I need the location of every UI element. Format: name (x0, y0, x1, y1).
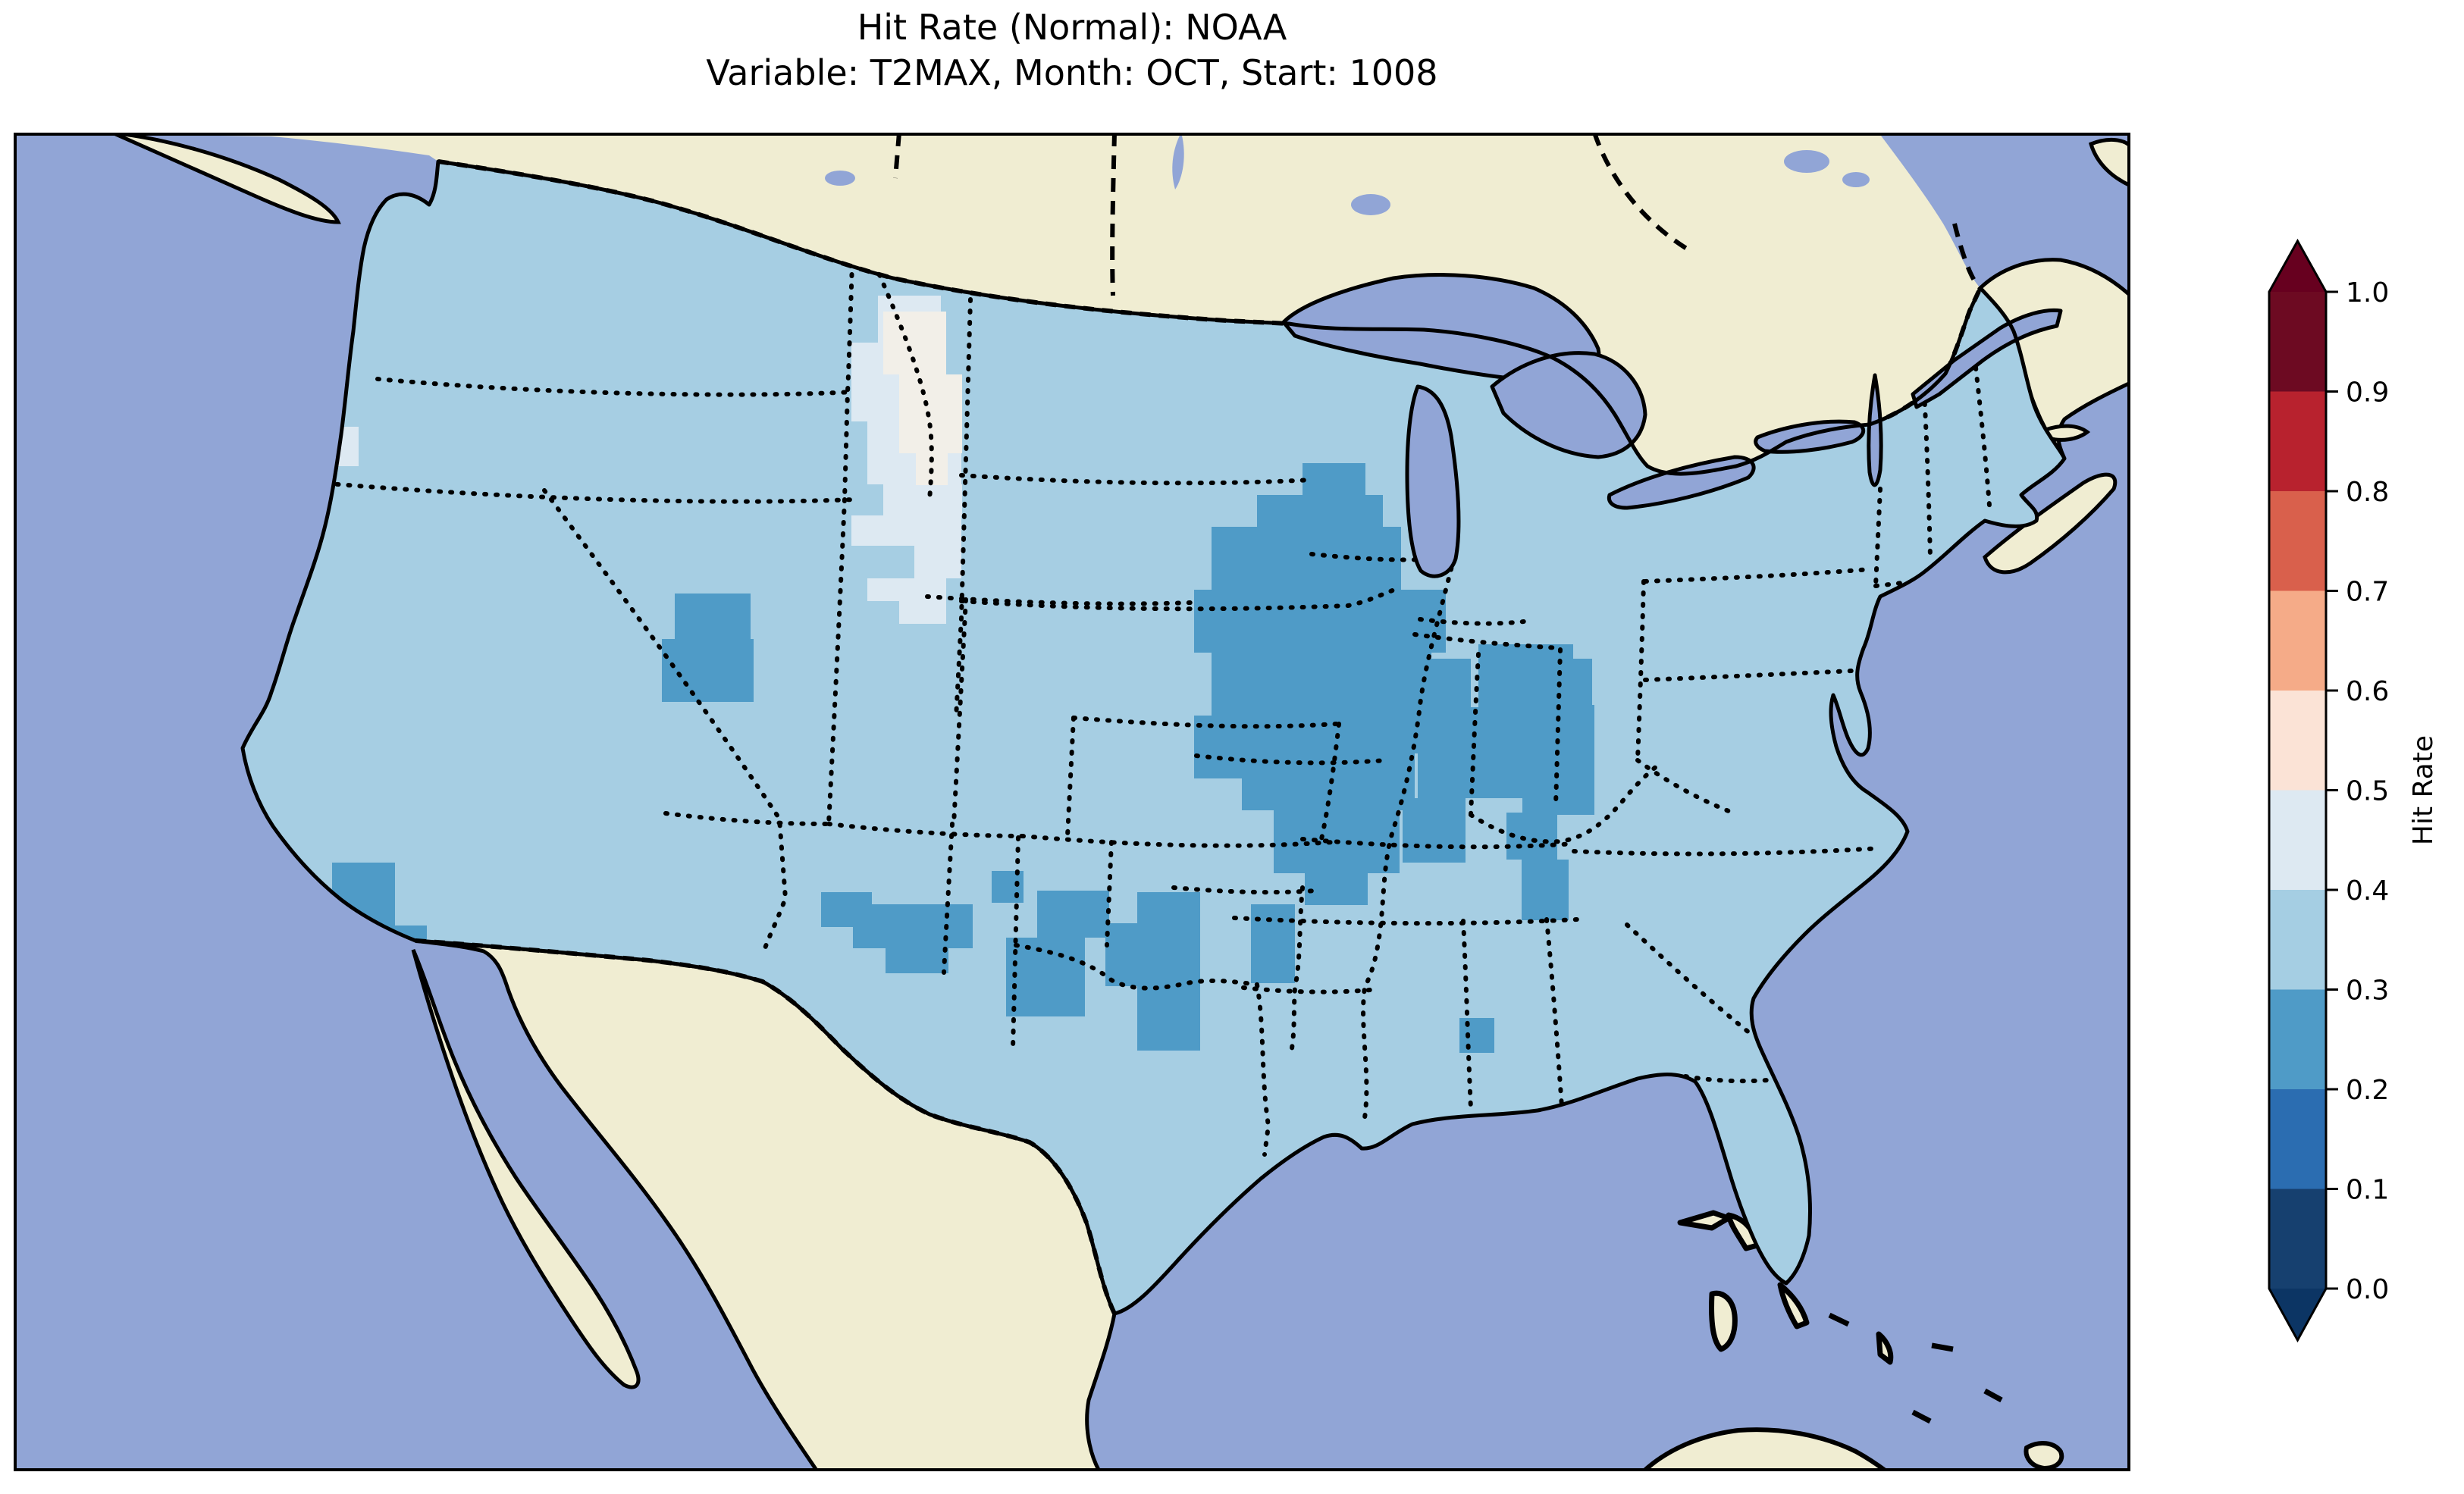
map-panel (14, 133, 2130, 1471)
hit-rate-cell-0.2-0.3 (1539, 659, 1592, 706)
vancouver-island (111, 133, 341, 224)
bahamas-islands (1677, 1210, 2003, 1424)
colorbar-under-arrow (2269, 1289, 2326, 1340)
island-se (2024, 1441, 2064, 1471)
colorbar-segment-0.1-0.2 (2269, 1089, 2326, 1190)
lake-superior (1281, 273, 1601, 385)
newfoundland-corner (2088, 137, 2130, 188)
hit-rate-cell-0.2-0.3 (886, 948, 948, 973)
state-borders (243, 215, 1993, 1157)
figure-title: Hit Rate (Normal): NOAA Variable: T2MAX,… (14, 5, 2130, 96)
hit-rate-cell-0.2-0.3 (1251, 904, 1295, 983)
figure-title-line1: Hit Rate (Normal): NOAA (857, 7, 1287, 48)
st-lawrence-river (1911, 308, 2063, 409)
colorbar-axis-label: Hit Rate (2408, 735, 2439, 845)
colorbar-segment-0.8-0.9 (2269, 391, 2326, 492)
hit-rate-cell-0.2-0.3 (1212, 527, 1401, 590)
hit-rate-cell-0.2-0.3 (1403, 798, 1466, 863)
hit-rate-cell-0.2-0.3 (1459, 1018, 1494, 1053)
baja-california (411, 949, 641, 1389)
hit-rate-cell-0.5-0.6 (899, 374, 962, 453)
colorbar-tick-label: 0.4 (2346, 875, 2389, 907)
hit-rate-cell-0.2-0.3 (1303, 463, 1365, 495)
figure-title-line2: Variable: T2MAX, Month: OCT, Start: 1008 (706, 52, 1438, 93)
hit-rate-cell-0.2-0.3 (662, 639, 754, 702)
colorbar-tick-label: 0.7 (2346, 577, 2389, 608)
colorbar-tick-label: 0.0 (2346, 1274, 2389, 1305)
hit-rate-cell-0.4-0.5 (914, 515, 961, 578)
colorbar-segment-0.9-1.0 (2269, 292, 2326, 393)
canada-small-lakes (825, 133, 1870, 215)
colorbar-segment-0.3-0.4 (2269, 890, 2326, 991)
colorbar-segments (2269, 292, 2326, 1289)
hit-rate-cell-0.2-0.3 (1334, 815, 1366, 841)
colorbar-over-arrow (2269, 241, 2326, 292)
hit-rate-cell-0.2-0.3 (1522, 705, 1594, 815)
lake-michigan (1405, 384, 1461, 578)
map-frame (14, 133, 2130, 1471)
hit-rate-cell-0.2-0.3 (1037, 891, 1109, 938)
hit-rate-cell-0.2-0.3 (1522, 860, 1569, 920)
colorbar-tick-label: 0.8 (2346, 477, 2389, 508)
colorbar-segment-0.4-0.5 (2269, 790, 2326, 891)
colorbar-tick-label: 0.5 (2346, 776, 2389, 807)
cuba (1640, 1427, 1891, 1471)
hit-rate-cell-0.4-0.5 (883, 484, 962, 515)
us-hit-rate-map (14, 133, 2130, 1471)
hit-rate-cell-0.4-0.5 (867, 578, 946, 601)
canada-land (14, 133, 1980, 475)
colorbar-segment-0.0-0.1 (2269, 1189, 2326, 1289)
hit-rate-cell-0.2-0.3 (1006, 938, 1085, 1016)
hit-rate-cell-0.2-0.3 (853, 904, 973, 948)
prince-edward-island (2042, 424, 2091, 442)
colorbar-tick-label: 0.9 (2346, 377, 2389, 409)
hit-rate-cell-0.2-0.3 (1105, 923, 1200, 986)
colorbar: 1.0 0.9 0.8 0.7 0.6 0.5 0.4 0.3 0.2 0.1 0.0 Hit Ra… (2268, 238, 2439, 1343)
colorbar-tick-label: 0.3 (2346, 976, 2389, 1007)
canada-province-borders (893, 133, 1983, 296)
colorbar-panel: 1.0 0.9 0.8 0.7 0.6 0.5 0.4 0.3 0.2 0.1 0.0 Hit Ra… (2244, 227, 2464, 1380)
colorbar-tick-label: 0.2 (2346, 1075, 2389, 1106)
colorbar-segment-0.6-0.7 (2269, 590, 2326, 691)
colorbar-segment-0.2-0.3 (2269, 989, 2326, 1090)
hit-rate-cell-0.2-0.3 (1137, 892, 1200, 923)
colorbar-segment-0.5-0.6 (2269, 691, 2326, 791)
hit-rate-cell-0.2-0.3 (1356, 652, 1397, 710)
hit-rate-cell-0.4-0.5 (899, 601, 946, 624)
hit-rate-cell-0.2-0.3 (675, 594, 751, 639)
lake-champlain (1867, 373, 1883, 487)
colorbar-ticks: 1.0 0.9 0.8 0.7 0.6 0.5 0.4 0.3 0.2 0.1 0.0 (2326, 277, 2389, 1305)
colorbar-segment-0.7-0.8 (2269, 491, 2326, 592)
colorbar-tick-label: 0.6 (2346, 676, 2389, 707)
hit-rate-cell-0.2-0.3 (992, 871, 1024, 903)
hit-rate-cell-0.2-0.3 (1137, 986, 1200, 1051)
hit-rate-cell-0.5-0.6 (883, 312, 946, 374)
colorbar-tick-label: 1.0 (2346, 277, 2389, 309)
nova-scotia (1983, 472, 2118, 575)
colorbar-tick-label: 0.1 (2346, 1175, 2389, 1206)
hit-rate-cell-0.4-0.5 (851, 515, 914, 546)
hit-rate-cell-0.2-0.3 (1305, 873, 1368, 905)
